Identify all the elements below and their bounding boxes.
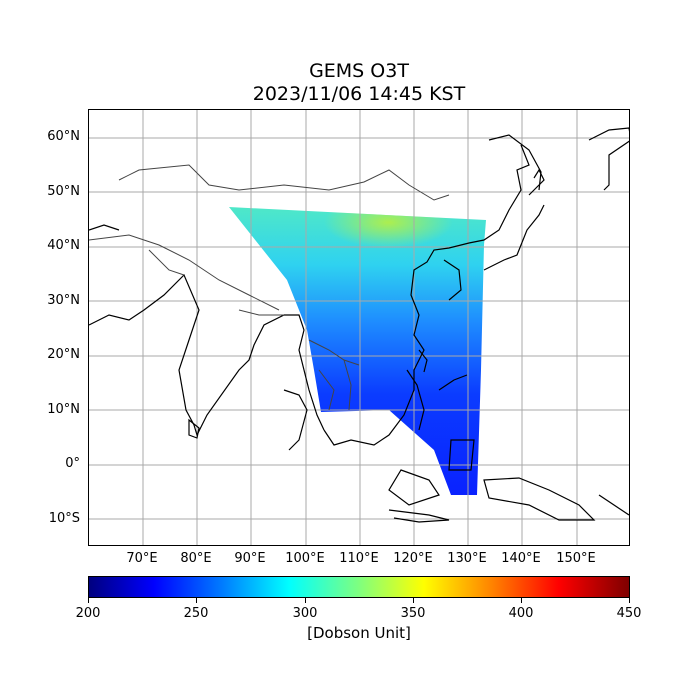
graticule	[89, 110, 629, 545]
colorbar-tick-mark	[521, 598, 522, 603]
lon-tick-label: 110°E	[339, 551, 379, 566]
lon-tick-label: 80°E	[180, 551, 212, 566]
lat-tick-label: 10°S	[48, 511, 80, 526]
colorbar	[88, 576, 630, 598]
colorbar-tick-mark	[629, 598, 630, 603]
lat-tick-label: 30°N	[47, 293, 80, 308]
lat-tick-label: 20°N	[47, 347, 80, 362]
map-canvas	[89, 110, 629, 545]
lat-tick-label: 60°N	[47, 129, 80, 144]
lon-tick-label: 120°E	[393, 551, 433, 566]
map-subtitle-timestamp: 2023/11/06 14:45 KST	[252, 83, 466, 105]
lon-tick-label: 100°E	[285, 551, 325, 566]
colorbar-tick-mark	[305, 598, 306, 603]
country-borders	[89, 164, 450, 411]
map-title: GEMS O3T	[309, 60, 409, 82]
lon-tick-label: 70°E	[126, 551, 158, 566]
colorbar-tick-label: 450	[616, 606, 642, 621]
lon-tick-label: 90°E	[234, 551, 266, 566]
colorbar-tick-mark	[413, 598, 414, 603]
lat-tick-label: 50°N	[47, 184, 80, 199]
map-panel	[88, 109, 630, 546]
colorbar-unit-label: [Dobson Unit]	[307, 624, 411, 642]
ozone-high-region	[229, 207, 486, 310]
colorbar-tick-label: 200	[75, 606, 101, 621]
colorbar-tick-label: 250	[183, 606, 209, 621]
lon-tick-label: 150°E	[556, 551, 596, 566]
lat-tick-label: 40°N	[47, 238, 80, 253]
colorbar-tick-label: 350	[400, 606, 426, 621]
colorbar-tick-label: 400	[508, 606, 534, 621]
lon-tick-label: 130°E	[447, 551, 487, 566]
colorbar-tick-mark	[88, 598, 89, 603]
colorbar-tick-mark	[196, 598, 197, 603]
lon-tick-label: 140°E	[501, 551, 541, 566]
coastlines	[89, 127, 629, 523]
lat-tick-label: 10°N	[47, 402, 80, 417]
lat-tick-label: 0°	[65, 456, 80, 471]
colorbar-tick-label: 300	[292, 606, 318, 621]
